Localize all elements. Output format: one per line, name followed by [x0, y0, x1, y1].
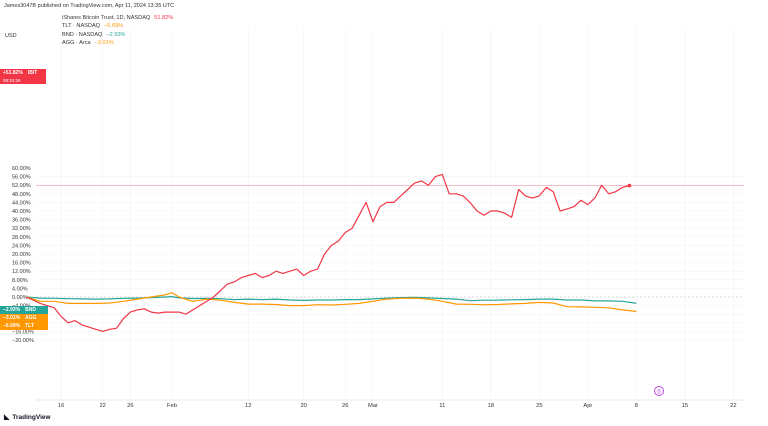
currency-label[interactable]: USD [5, 33, 17, 39]
y-tick-label: 52.00% [12, 183, 31, 189]
legend-row-ibit[interactable]: iShares Bitcoin Trust, 1D, NASDAQ 51.82% [62, 14, 173, 22]
tradingview-logo[interactable]: ◣ TradingView [4, 413, 51, 422]
agg-tag-ticker: AGG [25, 315, 37, 321]
x-tick-label: Apr [583, 403, 592, 409]
y-tick-label: 40.00% [12, 209, 31, 215]
x-tick-label: 11 [439, 403, 445, 409]
tlt-tag-ticker: TLT [25, 323, 34, 329]
tradingview-logo-text: TradingView [12, 413, 51, 421]
y-tick-label: 28.00% [12, 235, 31, 241]
x-tick-label: 16 [58, 403, 64, 409]
legend-value: −2.93% [106, 31, 126, 38]
x-tick-label: Feb [167, 403, 177, 409]
y-tick-label: 4.00% [12, 286, 28, 292]
x-tick-label: 22 [730, 403, 736, 409]
series-line-agg [26, 292, 637, 312]
ibit-tag-time: 08:24:26 [3, 77, 21, 83]
x-tick-label: 25 [536, 403, 542, 409]
legend-name: TLT · NASDAQ [62, 23, 101, 30]
y-tick-label: 16.00% [12, 261, 31, 267]
tradingview-logo-icon: ◣ [4, 414, 10, 421]
x-tick-label: 26 [127, 403, 133, 409]
agg-tag-value: −3.01% [3, 315, 21, 321]
bnd-price-tag: −2.93% BND [0, 306, 48, 314]
y-tick-label: 36.00% [12, 218, 31, 224]
x-tick-label: 26 [342, 403, 348, 409]
y-tick-label: 60.00% [12, 166, 31, 172]
legend: iShares Bitcoin Trust, 1D, NASDAQ 51.82%… [62, 14, 173, 48]
legend-value: −6.69% [104, 23, 124, 30]
tlt-price-tag: −6.69% TLT [0, 322, 48, 330]
legend-value: 51.82% [154, 15, 174, 21]
x-tick-label: 8 [635, 403, 638, 409]
y-tick-label: 12.00% [12, 269, 31, 275]
x-tick-label: 20 [300, 403, 306, 409]
ibit-tag-value: +51.82% [3, 69, 23, 76]
x-tick-label: 12 [245, 403, 251, 409]
y-tick-label: 20.00% [12, 252, 31, 258]
series-line-bnd [26, 296, 637, 304]
tlt-tag-value: −6.69% [3, 323, 21, 329]
y-tick-label: 24.00% [12, 243, 31, 249]
legend-row-tlt[interactable]: TLT · NASDAQ −6.69% [62, 22, 173, 30]
y-tick-label: 0.00% [12, 295, 28, 301]
y-tick-label: 32.00% [12, 226, 31, 232]
ibit-last-point [627, 183, 632, 188]
x-tick-label: 15 [682, 403, 688, 409]
y-tick-label: 44.00% [12, 200, 31, 206]
y-tick-label: −20.00% [12, 338, 34, 344]
publisher-header: James3047B published on TradingView.com,… [4, 3, 175, 9]
ibit-price-tag: +51.82% IBIT 08:24:26 [0, 69, 46, 84]
legend-name: AGG · Arca [62, 40, 91, 47]
series-line-ishares-bitcoin-trust [26, 173, 630, 332]
x-tick-label: 22 [99, 403, 105, 409]
bnd-tag-value: −2.93% [3, 307, 21, 313]
y-tick-label: 56.00% [12, 175, 31, 181]
event-marker-icon[interactable]: ◎ [654, 386, 664, 396]
x-tick-label: Mar [368, 403, 378, 409]
y-tick-label: 48.00% [12, 192, 31, 198]
ibit-tag-ticker: IBIT [27, 69, 38, 76]
agg-price-tag: −3.01% AGG [0, 314, 48, 322]
legend-name: iShares Bitcoin Trust, 1D, NASDAQ [62, 15, 151, 21]
bnd-tag-ticker: BND [25, 307, 36, 313]
legend-row-agg[interactable]: AGG · Arca −3.01% [62, 39, 173, 47]
y-tick-label: 8.00% [12, 278, 28, 284]
legend-row-bnd[interactable]: BND · NASDAQ −2.93% [62, 31, 173, 39]
legend-value: −3.01% [94, 40, 114, 47]
y-tick-label: −16.00% [12, 329, 34, 335]
x-tick-label: 18 [488, 403, 494, 409]
legend-name: BND · NASDAQ [62, 31, 103, 38]
